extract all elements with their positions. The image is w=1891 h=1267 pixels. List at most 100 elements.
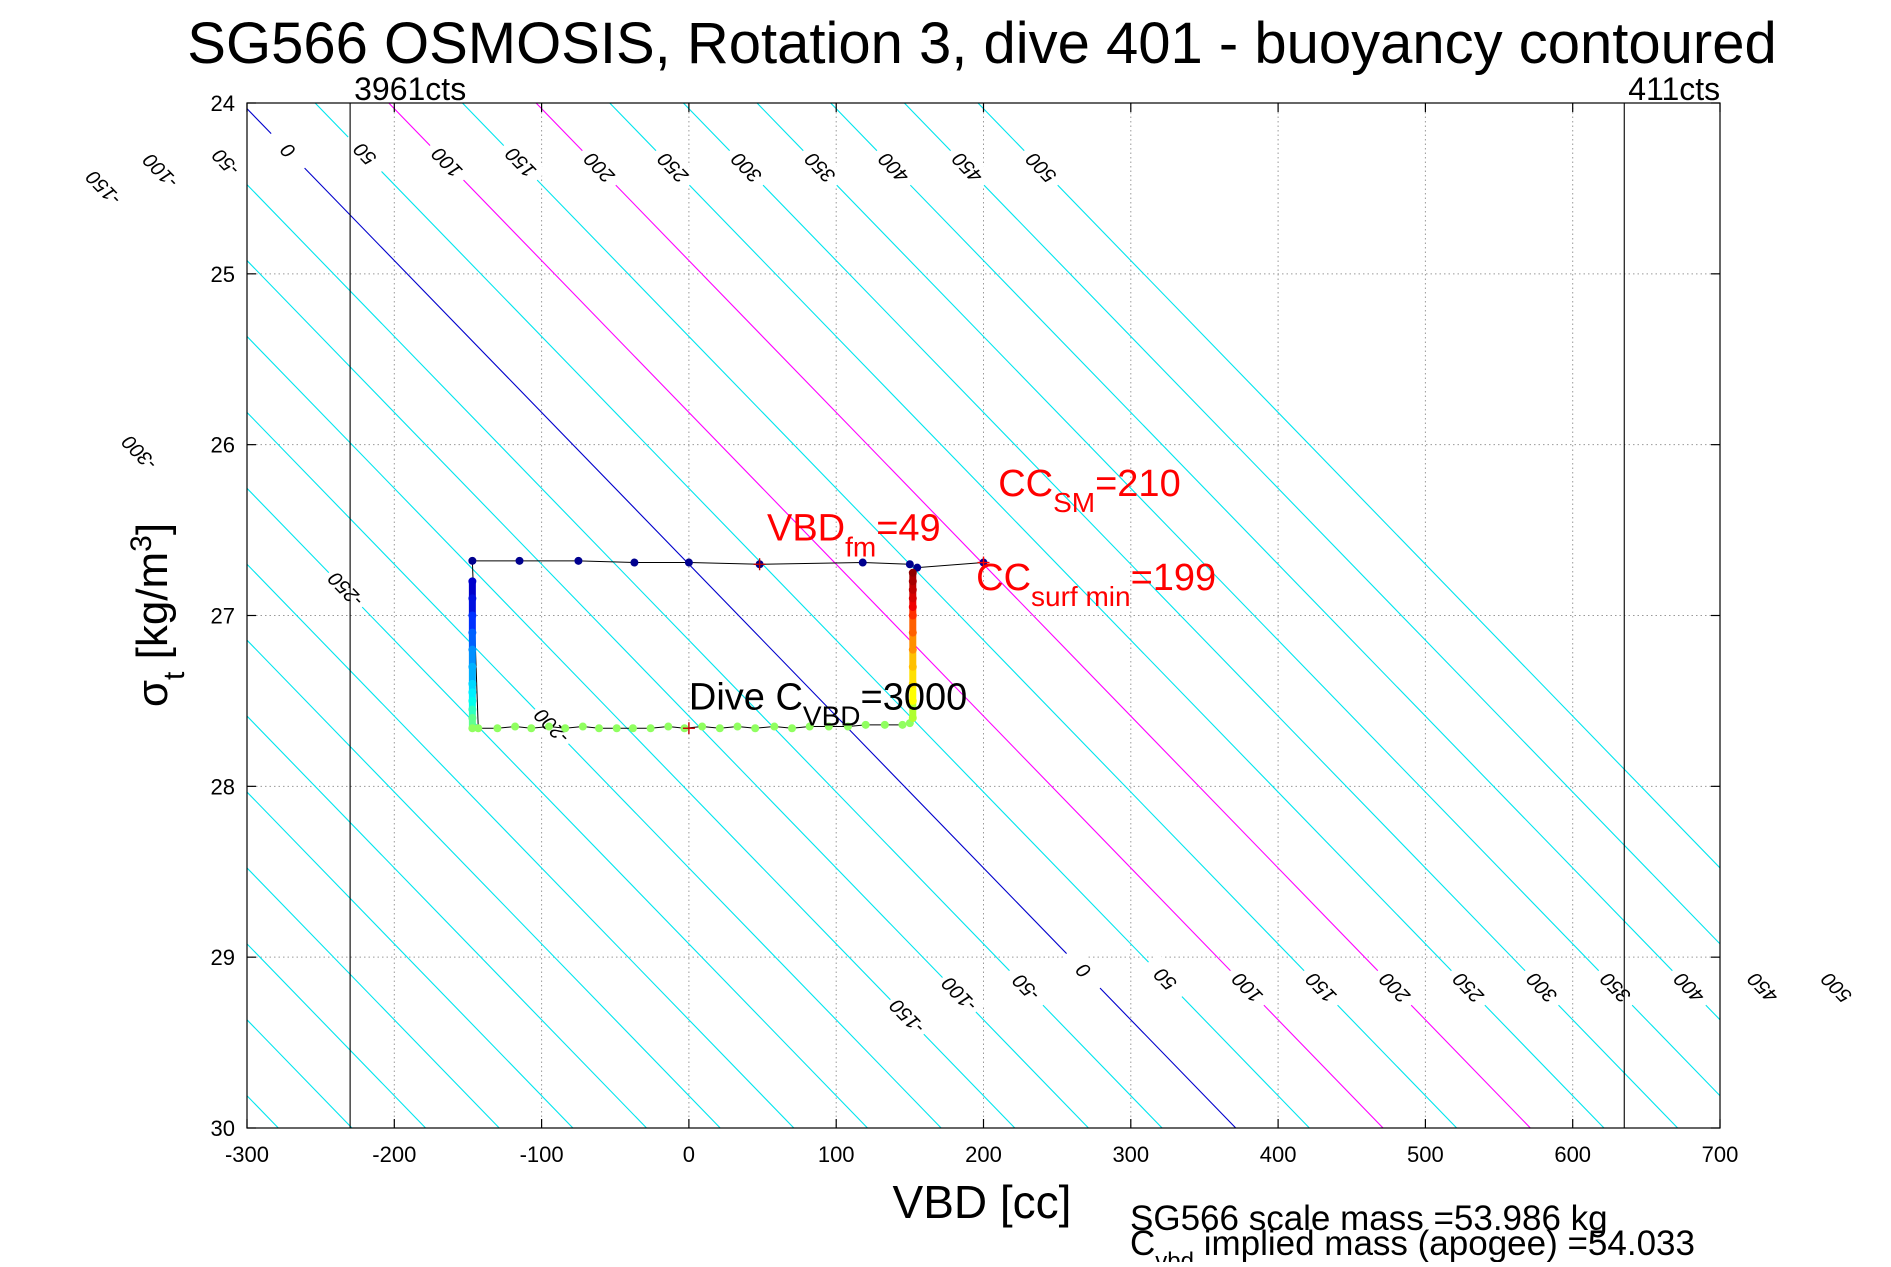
y-tick-label: 28	[211, 774, 235, 799]
track-point-left	[468, 705, 477, 714]
contour-label-bg	[1589, 961, 1642, 1015]
annotation-main: Dive C	[689, 676, 803, 718]
y-label-sigma: σ	[128, 680, 177, 707]
footer-c: C	[1130, 1224, 1155, 1262]
track-point-right	[908, 714, 917, 722]
track-point-left	[468, 724, 477, 733]
track-point-bottom	[664, 722, 673, 731]
track-point-bottom	[578, 722, 587, 731]
track-point-top	[468, 556, 477, 565]
annotation-cc-surf: CCsurf min=199	[976, 557, 1216, 612]
contour-line	[247, 715, 647, 1128]
contour-label-bg	[77, 162, 130, 215]
track-point-left	[468, 662, 477, 671]
annotation-vbd-fm: VBDfm=49	[767, 507, 941, 562]
x-tick-label: 600	[1554, 1142, 1591, 1167]
track-point-right	[908, 585, 917, 594]
contour-label-bg	[720, 141, 773, 195]
contour-line	[247, 259, 1089, 1128]
track-point-bottom	[595, 724, 604, 733]
vbd-limit-label: 3961cts	[354, 71, 466, 107]
footer-implied-text: implied mass (apogee) =54.033	[1194, 1224, 1695, 1262]
track-point-bottom	[474, 724, 483, 733]
track-point-bottom	[698, 722, 707, 731]
contour-label-bg	[1294, 961, 1347, 1015]
contour-label-bg	[646, 141, 699, 195]
track-point-top	[684, 558, 693, 567]
contour-label-bg	[1139, 953, 1192, 1006]
track-point-left	[468, 628, 477, 637]
contour-line	[462, 103, 1458, 1128]
annotation-value: =199	[1131, 557, 1217, 599]
track-point-right	[908, 577, 917, 586]
track-point-left	[468, 696, 477, 705]
contour-label-bg	[881, 990, 934, 1044]
contour-label-bg	[941, 141, 994, 195]
track-point-bottom	[511, 722, 520, 731]
contour-line	[903, 103, 1720, 945]
track-point-right	[908, 645, 917, 654]
y-label-superscript: 3	[125, 535, 158, 552]
y-tick-label: 26	[211, 433, 235, 458]
annotation-main: CC	[976, 557, 1031, 599]
track-point-right	[908, 662, 917, 671]
axis-ticks: -300 -200 -100 0 100 200 300 400 500 600 700 24 25 26…	[211, 91, 1739, 1167]
track-point-top	[630, 558, 639, 567]
y-label-close: ]	[128, 523, 177, 535]
vbd-limit-label: 411cts	[1628, 71, 1720, 107]
y-label-subscript: t	[158, 671, 191, 680]
track-point-bottom	[561, 724, 570, 733]
contour-label-bg	[1368, 961, 1421, 1015]
track-point-right	[908, 611, 917, 620]
track-point-top	[574, 556, 583, 565]
contour-label-bg	[1014, 141, 1067, 195]
contour-label-bg	[867, 141, 920, 195]
contour-line	[247, 335, 1016, 1128]
annotation-subscript: surf min	[1031, 580, 1131, 611]
track-point-bottom	[646, 724, 655, 733]
track-point-bottom	[733, 722, 742, 731]
track-point-left	[468, 679, 477, 688]
contour-line	[247, 791, 574, 1128]
contour-line	[247, 487, 868, 1128]
track-point-bottom	[544, 722, 553, 731]
track-point-left	[468, 688, 477, 697]
x-tick-label: 300	[1112, 1142, 1149, 1167]
annotation-value: =210	[1095, 463, 1181, 505]
contour-label-bg	[338, 127, 391, 181]
track-point-left	[468, 594, 477, 603]
vbd-limit-lines: 3961cts 411cts	[349, 71, 1720, 1128]
x-tick-label: -200	[372, 1142, 416, 1167]
contour-label-bg	[261, 124, 314, 178]
contour-label-bg	[1057, 944, 1110, 998]
contour-line	[609, 103, 1605, 1128]
y-axis-label: σt [kg/m3]	[125, 523, 191, 707]
contour-label-bg	[1663, 961, 1716, 1015]
contour-label-bg	[1442, 961, 1495, 1015]
contour-label-bg	[1515, 961, 1568, 1015]
contour-label-bg	[1810, 961, 1863, 1015]
contour-label-bg	[134, 145, 187, 198]
annotation-cc-sm: CCSM=210	[998, 463, 1180, 517]
contour-label-bg	[1736, 961, 1789, 1015]
contour-label-bg	[199, 136, 252, 190]
dive-track	[468, 556, 990, 735]
track-point-right	[908, 602, 917, 611]
track-point-right	[908, 628, 917, 637]
x-tick-label: 200	[965, 1142, 1002, 1167]
track-point-left	[468, 645, 477, 654]
contour-label-bg	[494, 136, 547, 190]
track-point-top	[515, 556, 524, 565]
y-tick-label: 27	[211, 604, 235, 629]
footer-implied-mass: Cvbd implied mass (apogee) =54.033	[1130, 1224, 1695, 1262]
contour-line	[247, 411, 942, 1128]
track-point-bottom	[628, 724, 637, 733]
contour-label-bg	[573, 141, 626, 195]
contour-label-bg	[1221, 961, 1274, 1015]
chart-title: SG566 OSMOSIS, Rotation 3, dive 401 - bu…	[187, 11, 1776, 76]
annotation-subscript: fm	[845, 531, 876, 562]
y-tick-label: 25	[211, 262, 235, 287]
contour-line	[682, 103, 1679, 1128]
track-point-bottom	[880, 720, 889, 729]
